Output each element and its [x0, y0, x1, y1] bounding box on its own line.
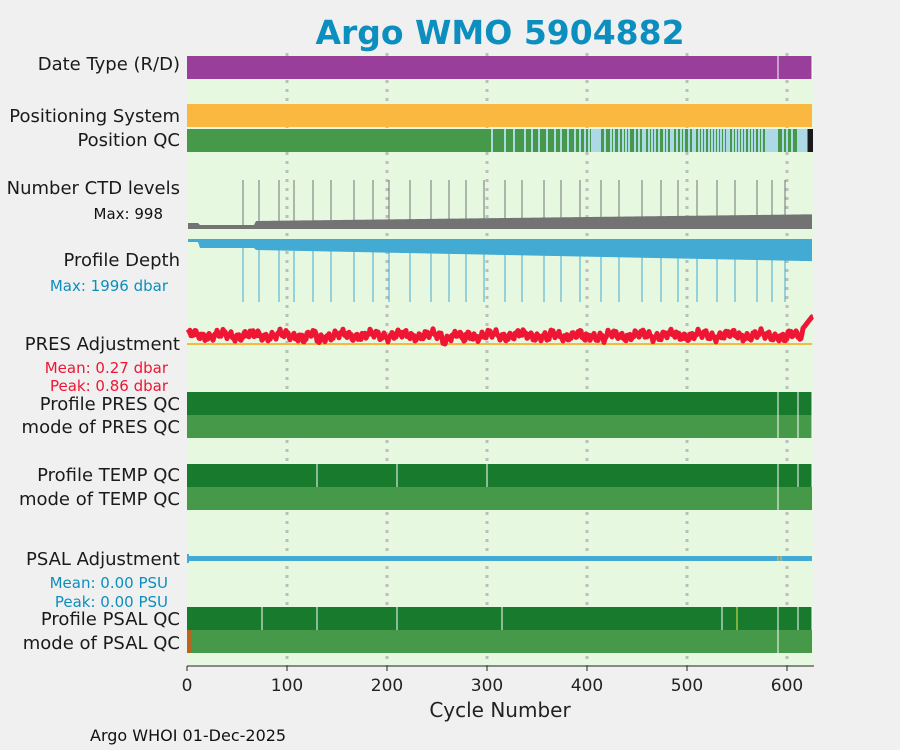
label-psal-peak: Peak: 0.00 PSU — [55, 593, 168, 611]
label-mode-psal-qc: mode of PSAL QC — [23, 633, 180, 654]
x-ticks: 0 100 200 300 400 500 600 — [182, 666, 803, 696]
label-profile-depth: Profile Depth — [63, 250, 180, 271]
label-mode-temp-qc: mode of TEMP QC — [19, 489, 180, 510]
x-tick-label: 200 — [371, 676, 403, 696]
label-mode-pres-qc: mode of PRES QC — [22, 417, 180, 438]
x-tick-label: 400 — [571, 676, 603, 696]
data-layer — [185, 56, 815, 653]
label-ctd-max: Max: 998 — [94, 205, 163, 223]
label-ctd-levels: Number CTD levels — [7, 178, 180, 199]
plot-background — [187, 53, 814, 666]
profile-psal-qc-band — [187, 607, 812, 630]
footer-credit: Argo WHOI 01-Dec-2025 — [90, 726, 286, 745]
label-profile-pres-qc: Profile PRES QC — [40, 394, 180, 415]
x-tick-label: 300 — [471, 676, 503, 696]
profile-depth-area — [188, 239, 812, 262]
label-pres-peak: Peak: 0.86 dbar — [50, 377, 169, 395]
chart-title: Argo WMO 5904882 — [315, 13, 684, 52]
label-pres-adjustment: PRES Adjustment — [25, 334, 180, 355]
position-qc-light-range — [799, 129, 807, 152]
label-depth-max: Max: 1996 dbar — [50, 277, 169, 295]
x-axis-label: Cycle Number — [429, 698, 571, 722]
profile-pres-qc-band — [187, 392, 812, 415]
psal-adjustment-start — [187, 554, 189, 563]
positioning-band — [187, 104, 812, 127]
label-positioning-system: Positioning System — [9, 106, 180, 127]
psal-qc-first — [188, 630, 191, 653]
label-date-type: Date Type (R/D) — [38, 54, 180, 75]
x-tick-label: 600 — [771, 676, 803, 696]
label-profile-temp-qc: Profile TEMP QC — [37, 465, 180, 486]
ctd-levels-area — [188, 214, 812, 229]
label-pres-mean: Mean: 0.27 dbar — [45, 359, 169, 377]
grid-lines — [285, 53, 789, 666]
x-tick-label: 100 — [271, 676, 303, 696]
label-psal-mean: Mean: 0.00 PSU — [50, 574, 168, 592]
label-psal-adjustment: PSAL Adjustment — [26, 549, 180, 570]
label-profile-psal-qc: Profile PSAL QC — [41, 609, 180, 630]
psal-adjustment-line — [187, 556, 812, 561]
x-tick-label: 0 — [182, 676, 193, 696]
mode-pres-qc-band — [187, 415, 812, 438]
date-type-band — [187, 56, 812, 79]
profile-temp-qc-band — [187, 464, 812, 487]
label-position-qc: Position QC — [77, 130, 180, 151]
pres-adjustment-line — [185, 314, 815, 347]
mode-psal-qc-band — [187, 630, 812, 653]
mode-temp-qc-band — [187, 487, 812, 510]
position-qc-dark-range — [808, 129, 813, 152]
x-tick-label: 500 — [671, 676, 703, 696]
